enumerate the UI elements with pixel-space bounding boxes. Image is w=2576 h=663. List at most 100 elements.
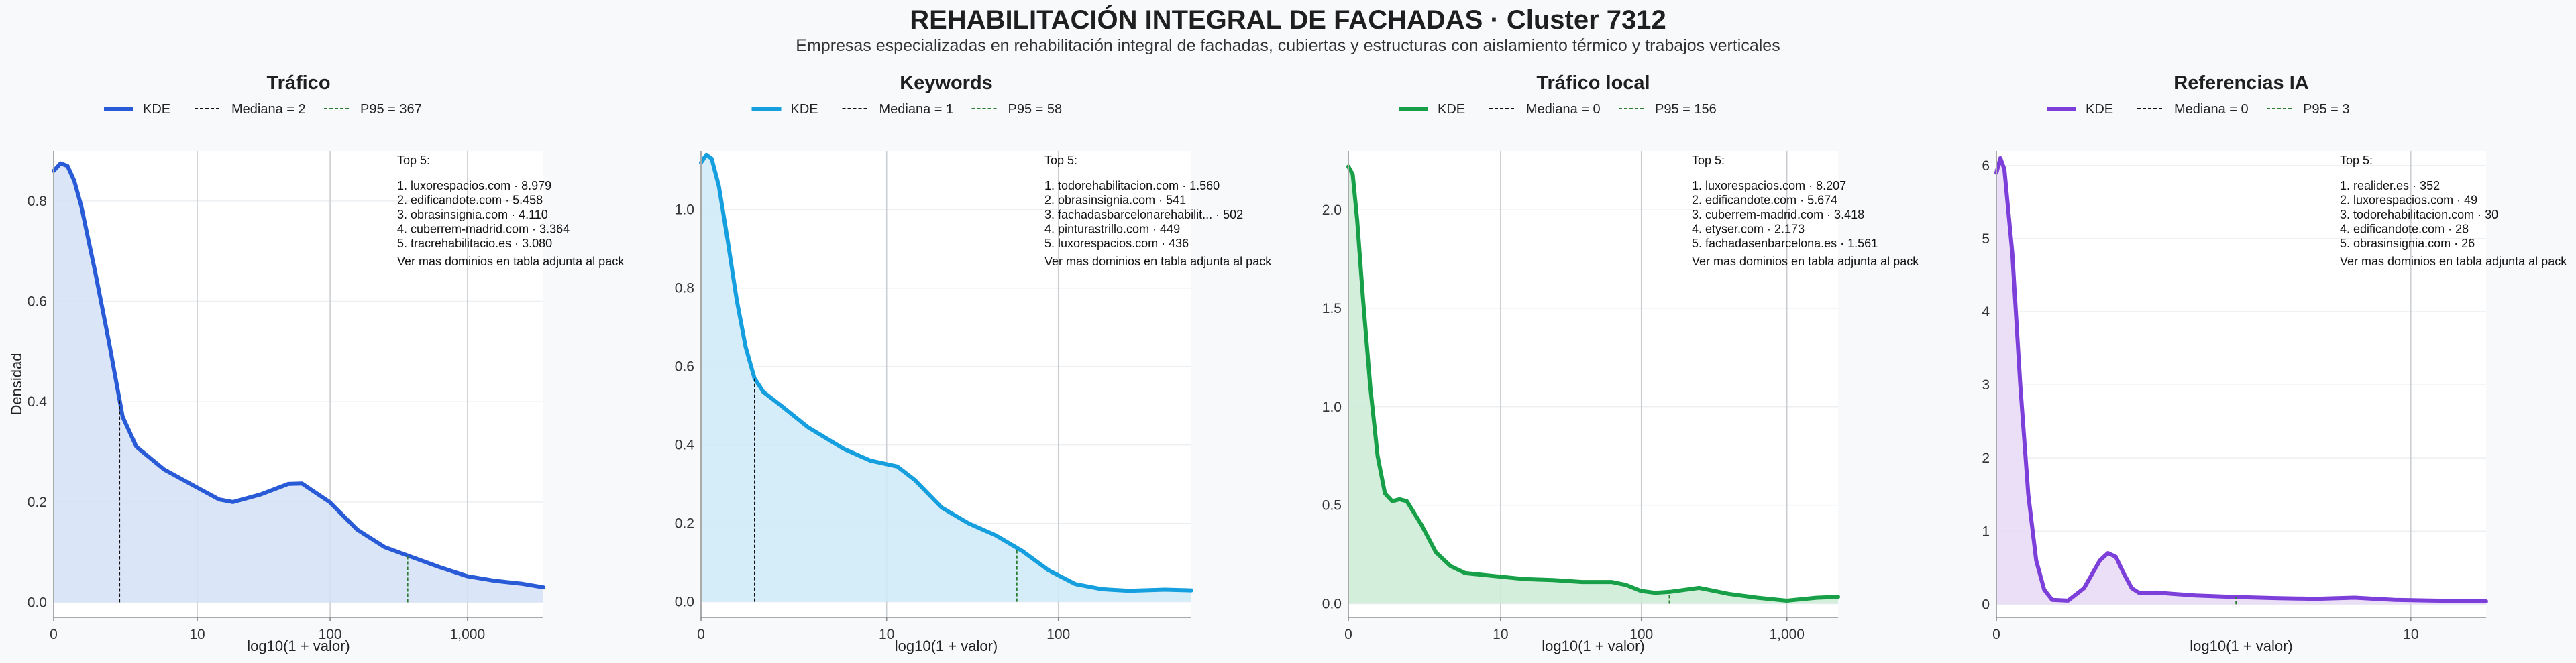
y-tick-label: 0.4 [28, 394, 48, 410]
top5-footer: Ver mas dominios en tabla adjunta al pac… [1692, 255, 1919, 268]
y-tick-label: 2.0 [1322, 202, 1342, 218]
y-tick-label: 0.0 [675, 595, 694, 610]
x-tick-label: 100 [1046, 627, 1070, 642]
top5-item: 5. fachadasenbarcelona.es · 1.561 [1692, 237, 1878, 250]
top5-item: 2. edificandote.com · 5.458 [397, 194, 543, 207]
top5-title: Top 5: [1044, 154, 1077, 167]
y-tick-label: 0 [1982, 597, 1990, 612]
top5-item: 2. luxorespacios.com · 49 [2340, 194, 2477, 207]
top5-item: 1. luxorespacios.com · 8.979 [397, 179, 551, 192]
chart-title: Referencias IA [2174, 72, 2309, 94]
y-tick-label: 1.0 [675, 202, 694, 218]
top5-item: 4. edificandote.com · 28 [2340, 223, 2469, 236]
y-tick-label: 0.2 [28, 495, 47, 510]
page-title: REHABILITACIÓN INTEGRAL DE FACHADAS · Cl… [910, 5, 1666, 35]
y-axis-label: Densidad [8, 353, 25, 416]
chart-title: Tráfico local [1536, 72, 1650, 94]
chart-panel-3: 0 10 100 1,000 0.0 0.5 1.0 1.5 2.0 log10(1 + valo… [1322, 72, 1919, 654]
x-tick-label: 10 [1493, 627, 1508, 642]
y-tick-label: 2 [1982, 450, 1990, 466]
chart-panel-1: 0 10 100 1,000 0.0 0.2 0.4 0.6 0.8 log10(1 + valo… [8, 72, 625, 654]
kde-area [54, 163, 543, 603]
kde-line [1346, 164, 1840, 603]
legend-p95-label: P95 = 156 [1655, 102, 1717, 117]
legend-kde-label: KDE [1438, 102, 1465, 117]
top5-item: 5. tracrehabilitacio.es · 3.080 [397, 237, 552, 250]
top5-footer: Ver mas dominios en tabla adjunta al pac… [397, 255, 625, 268]
legend-kde-label: KDE [2086, 102, 2113, 117]
y-tick-label: 0.8 [675, 281, 694, 296]
chart-title: Tráfico [266, 72, 330, 94]
y-tick-label: 0.4 [675, 438, 695, 453]
x-tick-label: 100 [319, 627, 342, 642]
kde-area [701, 154, 1191, 602]
top5-title: Top 5: [397, 154, 430, 167]
top5-item: 5. luxorespacios.com · 436 [1044, 237, 1189, 250]
y-tick-label: 1 [1982, 524, 1990, 539]
top5-footer: Ver mas dominios en tabla adjunta al pac… [2340, 255, 2567, 268]
y-tick-label: 0.0 [1322, 596, 1342, 611]
top5-title: Top 5: [2340, 154, 2373, 167]
x-tick-label: 100 [1629, 627, 1653, 642]
x-tick-label: 10 [879, 627, 894, 642]
top5-item: 4. etyser.com · 2.173 [1692, 223, 1805, 236]
top5-item: 1. luxorespacios.com · 8.207 [1692, 179, 1846, 192]
x-tick-label: 1,000 [1769, 627, 1805, 642]
x-tick-label: 0 [697, 627, 705, 642]
top5-item: 2. obrasinsignia.com · 541 [1044, 194, 1186, 207]
page-subtitle: Empresas especializadas en rehabilitació… [796, 36, 1780, 55]
chart-panel-4: 0 10 0 1 2 3 4 5 6 log10(1 + valor) Referencias IA… [1982, 72, 2567, 654]
top5-item: 1. realider.es · 352 [2340, 179, 2440, 192]
y-tick-label: 0.6 [28, 294, 47, 310]
legend-p95-label: P95 = 367 [360, 102, 422, 117]
y-tick-label: 1.5 [1322, 301, 1342, 316]
y-tick-label: 0.2 [675, 516, 694, 532]
plot-background [1996, 151, 2486, 617]
y-tick-label: 0.6 [675, 359, 694, 375]
legend-kde-label: KDE [791, 102, 818, 117]
legend-median-label: Mediana = 0 [1526, 102, 1601, 117]
y-tick-label: 1.0 [1322, 400, 1342, 415]
y-tick-label: 5 [1982, 231, 1990, 247]
x-tick-label: 0 [1344, 627, 1352, 642]
kde-line [699, 152, 1193, 593]
legend-median-label: Mediana = 1 [879, 102, 954, 117]
x-tick-label: 10 [189, 627, 205, 642]
x-axis-label: log10(1 + valor) [2190, 638, 2292, 654]
top5-item: 3. cuberrem-madrid.com · 3.418 [1692, 208, 1864, 221]
kde-line [52, 161, 545, 590]
kde-area [1348, 166, 1838, 604]
top5-footer: Ver mas dominios en tabla adjunta al pac… [1044, 255, 1272, 268]
legend-median-label: Mediana = 2 [231, 102, 306, 117]
top5-item: 5. obrasinsignia.com · 26 [2340, 237, 2475, 250]
x-tick-label: 10 [2403, 627, 2418, 642]
chart-panel-2: 0 10 100 0.0 0.2 0.4 0.6 0.8 1.0 log10(1 + valor)… [675, 72, 1272, 654]
top5-item: 3. fachadasbarcelonarehabilit... · 502 [1044, 208, 1243, 221]
top5-item: 4. cuberrem-madrid.com · 3.364 [397, 223, 570, 236]
legend-p95-label: P95 = 3 [2303, 102, 2350, 117]
y-tick-label: 0.8 [28, 194, 47, 209]
top5-title: Top 5: [1692, 154, 1725, 167]
x-axis-label: log10(1 + valor) [1542, 638, 1644, 654]
x-tick-label: 1,000 [450, 627, 486, 642]
x-axis-label: log10(1 + valor) [895, 638, 998, 654]
legend-kde-label: KDE [143, 102, 170, 117]
legend-median-label: Mediana = 0 [2174, 102, 2249, 117]
y-tick-label: 0.5 [1322, 498, 1342, 514]
y-tick-label: 6 [1982, 158, 1990, 174]
chart-title: Keywords [900, 72, 993, 94]
top5-item: 2. edificandote.com · 5.674 [1692, 194, 1837, 207]
kde-line [1994, 156, 2488, 603]
top5-item: 3. todorehabilitacion.com · 30 [2340, 208, 2498, 221]
y-tick-label: 4 [1982, 304, 1990, 320]
legend-p95-label: P95 = 58 [1008, 102, 1063, 117]
y-tick-label: 0.0 [28, 595, 47, 611]
x-tick-label: 0 [50, 627, 58, 642]
x-axis-label: log10(1 + valor) [247, 638, 350, 654]
top5-item: 4. pinturastrillo.com · 449 [1044, 223, 1180, 236]
x-tick-label: 0 [1992, 627, 2000, 642]
top5-item: 3. obrasinsignia.com · 4.110 [397, 208, 548, 221]
y-tick-label: 3 [1982, 377, 1990, 393]
top5-item: 1. todorehabilitacion.com · 1.560 [1044, 179, 1220, 192]
